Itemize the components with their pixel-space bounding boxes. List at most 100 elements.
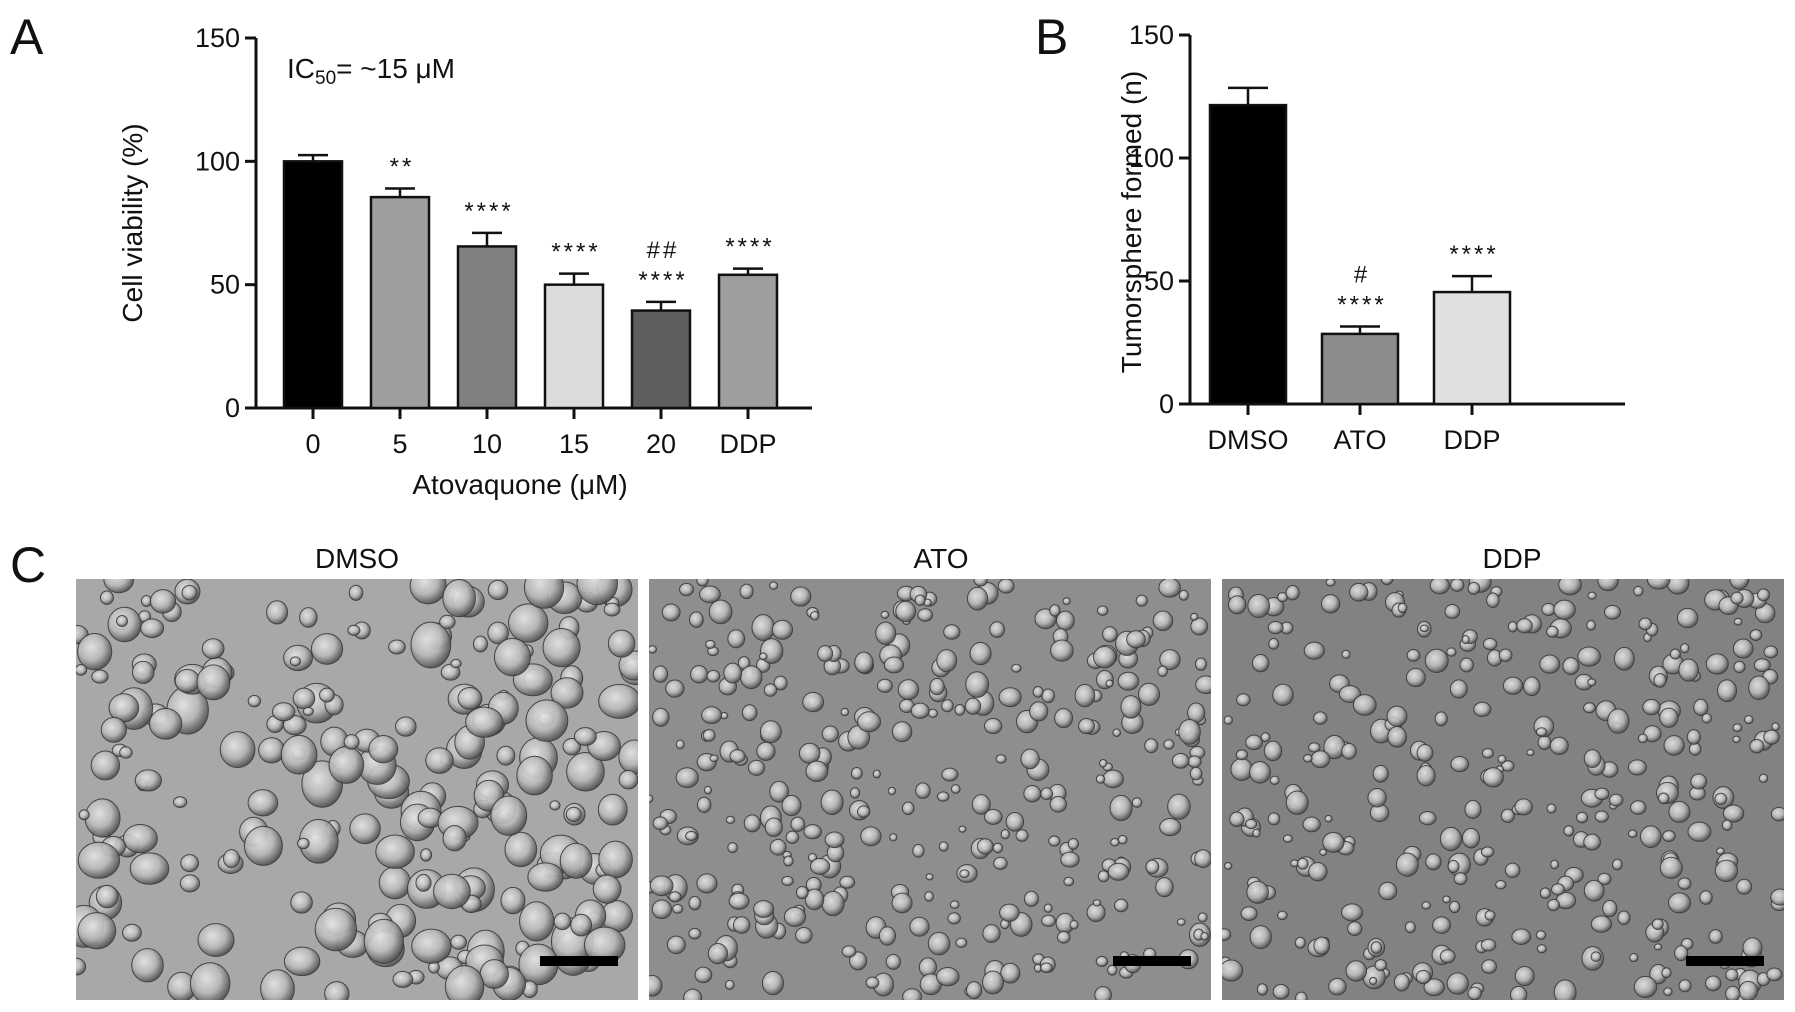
- cell-spheroid: [743, 814, 761, 833]
- cell-spheroid: [1446, 647, 1457, 657]
- cell-spheroid: [969, 641, 992, 666]
- cell-spheroid: [727, 842, 738, 854]
- cell-spheroid: [1023, 785, 1042, 803]
- cell-spheroid: [1514, 965, 1535, 987]
- cell-spheroid: [1651, 918, 1664, 930]
- cell-spheroid: [761, 970, 784, 996]
- cell-spheroid: [1653, 943, 1663, 951]
- cell-spheroid: [781, 875, 794, 887]
- cell-spheroid: [675, 739, 685, 750]
- cell-spheroid: [1749, 738, 1765, 754]
- cell-spheroid: [149, 589, 177, 614]
- cell-spheroid: [696, 579, 709, 587]
- x-tick-label: DDP: [719, 429, 776, 459]
- cell-spheroid: [247, 694, 262, 708]
- cell-spheroid: [1320, 594, 1341, 614]
- cell-spheroid: [493, 637, 531, 677]
- cell-spheroid: [685, 830, 698, 842]
- cell-spheroid: [363, 918, 404, 964]
- cell-spheroid: [1659, 856, 1683, 879]
- cell-spheroid: [1482, 767, 1504, 788]
- cell-spheroid: [1481, 959, 1497, 974]
- cell-spheroid: [1612, 858, 1623, 871]
- cell-spheroid: [1608, 793, 1624, 807]
- cell-spheroid: [1015, 829, 1029, 842]
- cell-spheroid: [981, 970, 1004, 995]
- cell-spheroid: [129, 852, 170, 885]
- cell-spheroid: [1277, 910, 1288, 921]
- cell-spheroid: [1247, 593, 1271, 619]
- cell-spheroid: [1249, 925, 1272, 950]
- cell-spheroid: [1484, 910, 1496, 921]
- x-tick-label: 10: [472, 429, 502, 459]
- bar: [543, 283, 605, 410]
- bar: [456, 245, 518, 410]
- cell-spheroid: [1235, 749, 1249, 761]
- cell-spheroid: [936, 649, 958, 673]
- cell-spheroid: [1345, 960, 1368, 982]
- cell-spheroid: [1319, 848, 1328, 856]
- cell-spheroid: [1328, 977, 1347, 996]
- cell-spheroid: [415, 873, 432, 892]
- cell-spheroid: [243, 825, 283, 866]
- cell-spheroid: [723, 662, 743, 684]
- cell-spheroid: [1526, 749, 1535, 757]
- cell-spheroid: [618, 739, 638, 775]
- cell-spheroid: [925, 873, 934, 881]
- cell-spheroid: [936, 791, 950, 802]
- cell-spheroid: [1246, 880, 1269, 904]
- cell-spheroid: [1676, 607, 1699, 629]
- cell-spheroid: [1272, 683, 1294, 706]
- cell-spheroid: [1310, 750, 1331, 769]
- cell-spheroid: [649, 974, 663, 997]
- cell-spheroid: [134, 769, 162, 792]
- cell-spheroid: [1480, 846, 1495, 858]
- cell-spheroid: [983, 808, 1003, 825]
- cell-spheroid: [1347, 921, 1363, 937]
- cell-spheroid: [649, 875, 674, 897]
- cell-spheroid: [724, 979, 735, 990]
- cell-spheroid: [747, 759, 766, 776]
- cell-spheroid: [1308, 742, 1321, 753]
- cell-spheroid: [769, 780, 790, 803]
- cell-spheroid: [283, 946, 321, 977]
- cell-spheroid: [989, 621, 1005, 638]
- cell-spheroid: [140, 618, 165, 639]
- cell-spheroid: [348, 584, 364, 601]
- cell-spheroid: [1749, 629, 1763, 641]
- cell-spheroid: [1535, 727, 1548, 737]
- cell-spheroid: [1095, 774, 1106, 784]
- cell-spheroid: [1120, 695, 1142, 719]
- cell-spheroid: [805, 760, 829, 782]
- cell-spheroid: [783, 855, 794, 867]
- cell-spheroid: [420, 848, 433, 862]
- cell-spheroid: [314, 907, 358, 952]
- cell-spheroid: [1194, 657, 1208, 671]
- cell-spheroid: [1705, 653, 1729, 675]
- cell-spheroid: [1510, 985, 1528, 1000]
- bar: [282, 160, 344, 410]
- cell-spheroid: [496, 745, 516, 766]
- cell-spheroid: [1110, 837, 1120, 847]
- cell-spheroid: [917, 608, 934, 622]
- cell-spheroid: [1137, 682, 1161, 706]
- cell-spheroid: [1432, 916, 1452, 934]
- cell-spheroid: [1114, 898, 1129, 913]
- cell-spheroid: [875, 621, 897, 645]
- ic50-subscript: 50: [315, 68, 336, 89]
- cell-spheroid: [992, 842, 1004, 854]
- cell-spheroid: [1680, 643, 1690, 654]
- y-tick-label: 50: [1144, 266, 1174, 296]
- cell-spheroid: [759, 720, 782, 744]
- cell-spheroid: [1732, 735, 1741, 744]
- cell-spheroid: [91, 669, 109, 684]
- cell-spheroid: [927, 931, 951, 956]
- cell-spheroid: [947, 912, 961, 925]
- cell-spheroid: [1558, 579, 1582, 596]
- cell-spheroid: [725, 815, 736, 825]
- cell-spheroid: [1546, 803, 1557, 814]
- cell-spheroid: [1102, 626, 1118, 643]
- cell-spheroid: [550, 677, 584, 709]
- cell-spheroid: [289, 656, 301, 667]
- cell-spheroid: [1449, 900, 1461, 914]
